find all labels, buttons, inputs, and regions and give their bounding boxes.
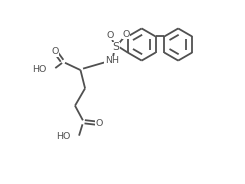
Text: NH: NH	[105, 56, 119, 66]
Text: S: S	[112, 42, 119, 52]
Text: O: O	[96, 118, 103, 128]
Text: O: O	[51, 47, 59, 56]
Text: O: O	[107, 31, 114, 40]
Text: O: O	[122, 30, 130, 39]
Text: HO: HO	[32, 65, 47, 74]
Text: HO: HO	[56, 132, 71, 141]
